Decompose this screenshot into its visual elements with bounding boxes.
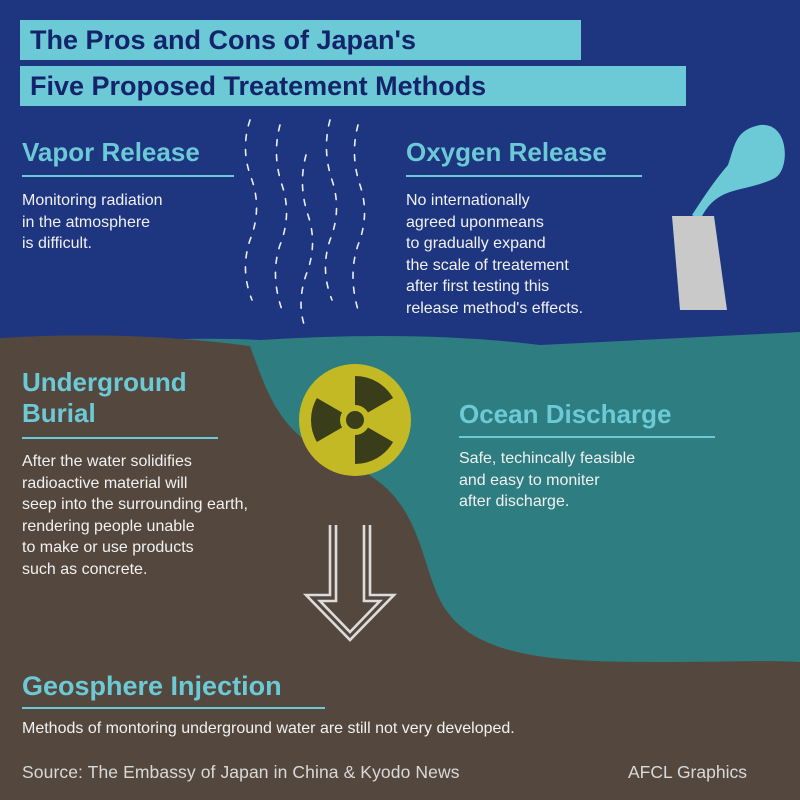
- vapor-wisps-icon: [244, 119, 366, 331]
- earth-area: [0, 335, 800, 800]
- ocean-discharge-divider: [459, 436, 715, 438]
- oxygen-release-divider: [406, 175, 642, 177]
- title-line-2: Five Proposed Treatement Methods: [20, 66, 686, 106]
- underground-burial-text: After the water solidifies radioactive m…: [22, 453, 248, 578]
- vapor-release-divider: [22, 175, 234, 177]
- source-credit: Source: The Embassy of Japan in China & …: [22, 762, 460, 782]
- vapor-release-heading: Vapor Release: [22, 137, 200, 167]
- ocean-discharge-heading: Ocean Discharge: [459, 399, 672, 429]
- vapor-release-text: Monitoring radiation in the atmosphere i…: [22, 192, 163, 252]
- oxygen-release-heading: Oxygen Release: [406, 137, 607, 167]
- radiation-icon: [299, 364, 411, 476]
- graphics-credit: AFCL Graphics: [628, 762, 747, 782]
- smokestack-icon: [672, 124, 785, 310]
- title-line-1: The Pros and Cons of Japan's: [20, 20, 581, 60]
- geosphere-injection-heading: Geosphere Injection: [22, 671, 282, 701]
- down-arrow-icon: [302, 525, 398, 642]
- oxygen-release-text: No internationally agreed uponmeans to g…: [406, 192, 584, 317]
- underground-burial-divider: [22, 437, 218, 439]
- geosphere-injection-divider: [22, 707, 325, 709]
- underground-burial-heading: Underground Burial: [22, 367, 187, 428]
- ocean-discharge-text: Safe, techincally feasible and easy to m…: [459, 450, 636, 510]
- geosphere-injection-text: Methods of montoring underground water a…: [22, 720, 515, 737]
